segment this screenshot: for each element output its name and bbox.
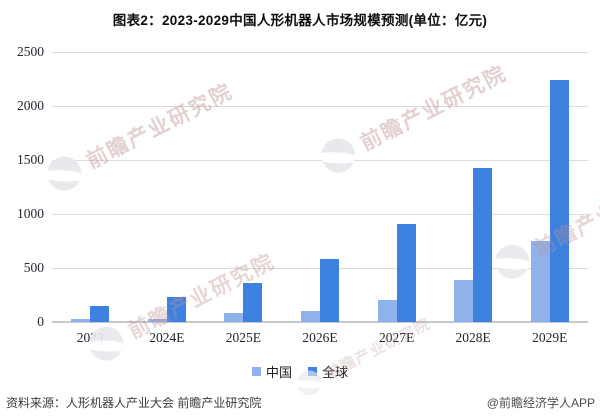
legend-label-china: 中国 <box>265 365 292 380</box>
x-tick-label-2028E: 2028E <box>455 330 491 345</box>
bar-global-2029E <box>549 80 569 322</box>
bar-china-2026E <box>301 311 320 322</box>
y-tick-label-0: 0 <box>37 314 44 329</box>
legend-label-global: 全球 <box>322 365 349 380</box>
legend-swatch-global <box>308 367 317 376</box>
gridline-1500 <box>52 160 588 161</box>
bar-global-2027E <box>396 224 416 322</box>
plot-area: 2023 2024E 2025E 2026E 2027E 2028E 2029E <box>52 52 588 345</box>
x-tick-label-2029E: 2029E <box>532 330 568 345</box>
gridline-2000 <box>52 106 588 107</box>
y-tick-label-1500: 1500 <box>17 152 44 167</box>
y-tick-label-500: 500 <box>23 260 44 275</box>
x-tick-label-2024E: 2024E <box>149 330 185 345</box>
legend-swatch-china <box>251 367 261 376</box>
legend-item-china: 中国 <box>251 362 292 381</box>
bar-global-2025E <box>243 282 263 322</box>
x-tick-label-2023: 2023 <box>76 330 104 345</box>
y-tick-label-2500: 2500 <box>17 44 44 59</box>
bar-global-2023 <box>90 305 110 322</box>
gridline-1000 <box>52 214 588 215</box>
app-credit: @前瞻经济学人APP <box>486 396 595 410</box>
x-tick-label-2026E: 2026E <box>302 330 338 345</box>
bar-china-2023 <box>71 319 91 322</box>
footer: 资料来源：人形机器人产业大会 前瞻产业研究院 @前瞻经济学人APP <box>6 394 595 411</box>
source-note: 资料来源：人形机器人产业大会 前瞻产业研究院 <box>6 396 262 410</box>
bar-china-2025E <box>224 313 244 322</box>
bar-global-2028E <box>473 167 493 322</box>
legend: 中国 全球 <box>0 362 600 381</box>
bar-china-2024E <box>147 318 167 322</box>
x-tick-label-2025E: 2025E <box>225 330 262 345</box>
x-axis-line <box>52 321 588 323</box>
y-tick-label-1000: 1000 <box>17 206 44 221</box>
y-tick-label-2000: 2000 <box>17 98 44 113</box>
bar-china-2027E <box>377 300 397 322</box>
bar-china-2029E <box>530 241 550 322</box>
gridline-2500 <box>52 52 588 53</box>
legend-item-global: 全球 <box>308 362 348 381</box>
x-tick-label-2027E: 2027E <box>378 330 415 345</box>
bar-china-2028E <box>454 279 474 322</box>
chart-title: 图表2：2023-2029中国人形机器人市场规模预测(单位：亿元) <box>112 13 488 28</box>
bar-global-2026E <box>320 258 339 322</box>
bar-global-2024E <box>166 297 186 322</box>
watermark-4: 前瞻产业研究院 <box>293 311 435 400</box>
